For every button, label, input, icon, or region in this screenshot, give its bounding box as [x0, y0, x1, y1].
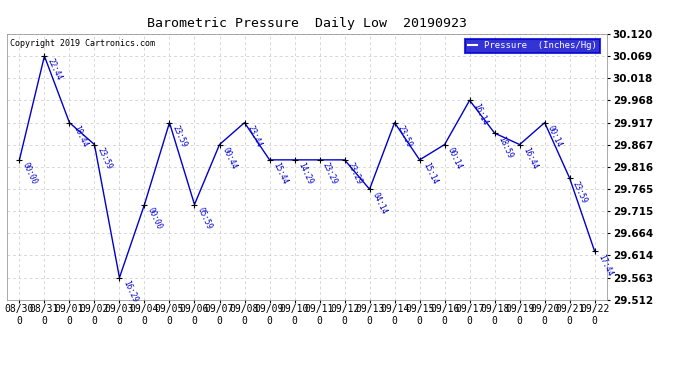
Text: 00:44: 00:44: [221, 146, 239, 171]
Text: 16:14: 16:14: [471, 102, 489, 126]
Text: 18:44: 18:44: [71, 124, 89, 149]
Text: 14:29: 14:29: [296, 161, 314, 186]
Text: 00:14: 00:14: [546, 124, 564, 149]
Text: 23:59: 23:59: [571, 180, 589, 204]
Text: 23:29: 23:29: [321, 161, 339, 186]
Text: 00:14: 00:14: [446, 146, 464, 171]
Text: 15:14: 15:14: [421, 161, 439, 186]
Text: 16:44: 16:44: [521, 146, 539, 171]
Text: 04:14: 04:14: [371, 190, 389, 215]
Text: 23:44: 23:44: [246, 124, 264, 149]
Text: 23:29: 23:29: [346, 161, 364, 186]
Legend: Pressure  (Inches/Hg): Pressure (Inches/Hg): [465, 39, 600, 53]
Text: 23:59: 23:59: [96, 146, 114, 171]
Text: 17:44: 17:44: [596, 253, 614, 278]
Text: 00:00: 00:00: [146, 206, 164, 231]
Title: Barometric Pressure  Daily Low  20190923: Barometric Pressure Daily Low 20190923: [147, 17, 467, 30]
Text: 05:59: 05:59: [196, 206, 214, 231]
Text: 00:00: 00:00: [21, 161, 39, 186]
Text: 18:59: 18:59: [496, 135, 514, 159]
Text: 15:44: 15:44: [271, 161, 289, 186]
Text: 16:29: 16:29: [121, 279, 139, 304]
Text: 22:44: 22:44: [46, 57, 63, 82]
Text: 23:59: 23:59: [396, 124, 414, 149]
Text: 23:59: 23:59: [171, 124, 189, 149]
Text: Copyright 2019 Cartronics.com: Copyright 2019 Cartronics.com: [10, 39, 155, 48]
